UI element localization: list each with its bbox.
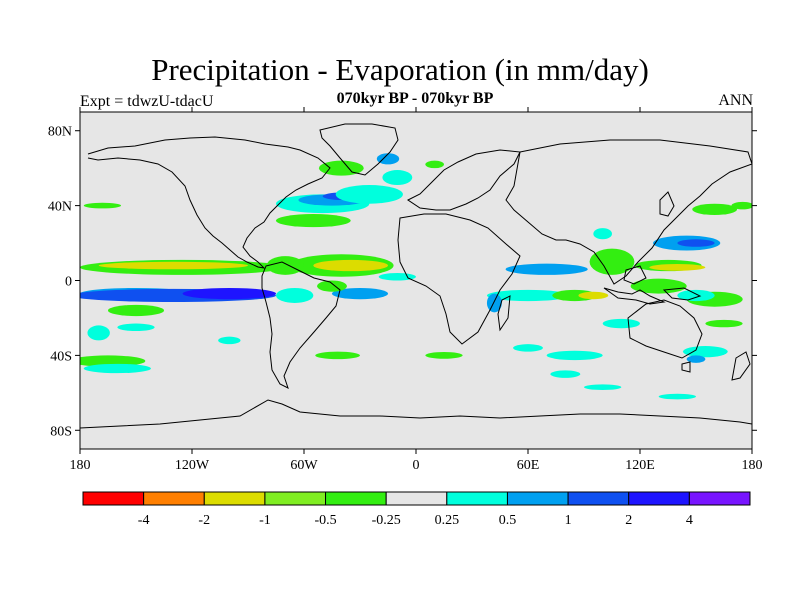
field-blob xyxy=(276,287,314,303)
coastline-europe xyxy=(407,149,521,211)
field-blob xyxy=(513,344,543,352)
field-blob xyxy=(692,203,738,215)
field-blob xyxy=(315,351,360,360)
coastline-asia xyxy=(505,139,752,285)
map-subtitle: 070kyr BP - 070kyr BP xyxy=(336,90,494,107)
field-blob xyxy=(276,214,351,228)
colorbar-label: 2 xyxy=(625,513,632,528)
colorbar-label: -1 xyxy=(259,513,271,528)
coastline-new-zealand xyxy=(731,351,751,381)
colorbar-swatch xyxy=(264,491,327,506)
experiment-label: Expt = tdwzU-tdacU xyxy=(80,93,214,110)
coastline-australia xyxy=(627,299,703,359)
field-blob xyxy=(317,280,347,292)
x-tick-label: 180 xyxy=(70,458,91,473)
y-tick-label: 40S xyxy=(50,349,72,364)
x-tick-label: 60W xyxy=(290,458,318,473)
colorbar-swatch xyxy=(385,491,448,506)
colorbar-label: -0.5 xyxy=(314,513,336,528)
colorbar-label: 1 xyxy=(565,513,572,528)
y-tick-label: 80N xyxy=(48,125,72,140)
colorbar-swatch xyxy=(446,491,508,506)
field-blob xyxy=(589,248,635,275)
field-blob xyxy=(658,393,696,400)
field-blob xyxy=(705,319,743,328)
x-tick-label: 120E xyxy=(625,458,655,473)
field-blob xyxy=(108,304,164,317)
field-blob xyxy=(335,185,403,204)
map-axes: 80N 40N 0 40S 80S 180 120W 60W 0 60E 120E 180 xyxy=(48,107,763,473)
coastline-africa xyxy=(397,213,521,345)
field-blob xyxy=(546,350,603,361)
field-blob xyxy=(550,370,581,378)
colorbar-label: 0.25 xyxy=(435,513,460,528)
colorbar-swatch xyxy=(628,491,690,506)
field-blob xyxy=(731,201,752,210)
x-tick-label: 120W xyxy=(175,458,210,473)
field-blob xyxy=(425,352,463,359)
coastline-north-america xyxy=(87,136,331,269)
field-layer xyxy=(80,153,752,400)
field-blob xyxy=(182,287,276,300)
coastline-new-guinea xyxy=(662,287,702,301)
field-blob xyxy=(83,202,122,209)
field-blob xyxy=(80,355,146,367)
coastline-antarctica xyxy=(80,399,752,429)
colorbar-swatch xyxy=(506,491,569,506)
field-blob xyxy=(677,239,715,247)
field-blob xyxy=(313,259,388,272)
colorbar-label: -2 xyxy=(198,513,210,528)
colorbar-swatch xyxy=(688,491,751,506)
colorbar-label: -4 xyxy=(138,513,150,528)
field-blob xyxy=(332,287,388,300)
y-tick-label: 40N xyxy=(48,200,72,215)
colorbar-label: 0.5 xyxy=(499,513,517,528)
field-blob xyxy=(425,160,444,169)
x-tick-label: 180 xyxy=(742,458,763,473)
field-blob xyxy=(117,323,155,332)
field-blob xyxy=(83,363,151,374)
field-blob xyxy=(578,291,609,300)
field-blob xyxy=(505,263,588,275)
field-blob xyxy=(382,170,413,186)
colorbar-swatch xyxy=(567,491,630,506)
y-tick-label: 80S xyxy=(50,424,72,439)
field-blob xyxy=(593,228,613,240)
field-blob xyxy=(266,256,305,275)
coastline-greenland xyxy=(319,123,399,176)
field-blob xyxy=(87,325,110,341)
colorbar-label: 4 xyxy=(686,513,693,528)
coastline-south-america xyxy=(261,261,341,389)
field-blob xyxy=(682,346,728,358)
colorbar-swatch xyxy=(325,491,387,506)
colorbar-swatch xyxy=(143,491,205,506)
field-blob xyxy=(376,153,400,165)
x-tick-label: 60E xyxy=(517,458,540,473)
map-title: Precipitation - Evaporation (in mm/day) xyxy=(151,52,649,87)
colorbar: -4 -2 -1 -0.5 -0.25 0.25 0.5 1 2 4 xyxy=(82,491,751,528)
field-blob xyxy=(686,355,706,363)
colorbar-label: -0.25 xyxy=(372,513,401,528)
field-blob xyxy=(218,336,241,345)
coastline-maritime xyxy=(603,287,666,305)
field-blob xyxy=(649,264,706,271)
field-blob xyxy=(486,289,570,302)
field-blob xyxy=(602,318,640,329)
field-blob xyxy=(677,289,715,302)
field-blob xyxy=(584,384,622,391)
coastlines xyxy=(80,123,752,429)
y-tick-label: 0 xyxy=(65,275,72,290)
coastline-tasmania xyxy=(681,361,691,373)
field-blob xyxy=(630,278,687,294)
x-tick-label: 0 xyxy=(413,458,420,473)
coastline-japan xyxy=(659,191,675,217)
coastline-borneo xyxy=(623,265,647,285)
season-label: ANN xyxy=(718,92,753,109)
coastline-madagascar xyxy=(497,295,511,332)
field-blob xyxy=(98,261,249,270)
colorbar-swatch xyxy=(203,491,266,506)
colorbar-swatch xyxy=(82,491,145,506)
